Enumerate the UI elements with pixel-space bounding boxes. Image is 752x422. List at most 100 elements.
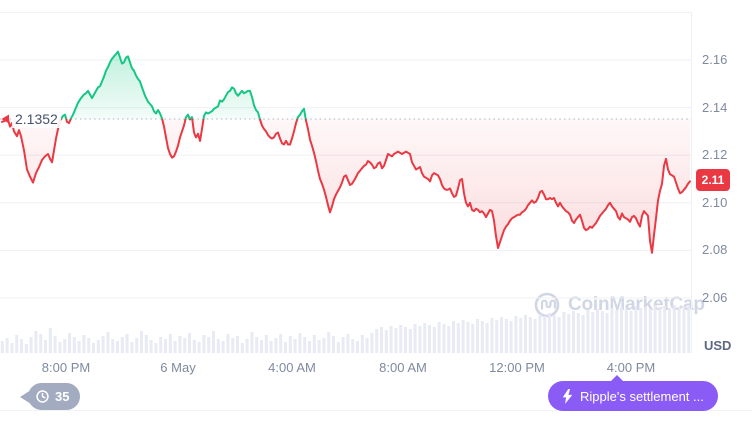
volume-bar — [576, 313, 580, 353]
volume-bar — [605, 313, 609, 353]
volume-bar — [202, 335, 206, 353]
volume-bar — [72, 337, 76, 353]
volume-bar — [250, 332, 254, 353]
volume-bar — [212, 331, 215, 353]
volume-bar — [437, 322, 441, 353]
news-annotation-button[interactable]: Ripple's settlement ... — [548, 375, 718, 411]
volume-bar — [125, 334, 129, 353]
volume-bar — [207, 337, 211, 353]
area-fill-down — [2, 119, 690, 253]
volume-bar — [562, 312, 566, 353]
volume-bar — [120, 337, 124, 353]
volume-bar — [653, 305, 657, 353]
volume-bar — [140, 331, 143, 353]
volume-bar — [197, 342, 201, 353]
volume-bar — [591, 312, 595, 353]
events-badge-pill: 35 — [28, 383, 81, 410]
volume-bar — [447, 326, 451, 353]
volume-bar — [360, 335, 364, 353]
volume-bar — [423, 323, 427, 353]
volume-bar — [101, 336, 105, 353]
volume-bar — [173, 341, 177, 353]
volume-bar — [380, 327, 383, 353]
volume-bar — [389, 326, 393, 353]
volume-bar — [672, 305, 676, 353]
volume-bar — [332, 336, 335, 353]
volume-bar — [149, 340, 153, 353]
volume-bar — [34, 331, 38, 353]
volume-bar — [269, 341, 273, 353]
volume-bar — [490, 318, 494, 353]
volume-bar — [221, 341, 225, 353]
volume-bar — [264, 335, 268, 353]
volume-bar — [428, 325, 431, 353]
baseline-left-marker — [1, 114, 9, 124]
volume-bar — [471, 324, 475, 353]
area-fill-up — [2, 51, 690, 120]
volume-bar — [567, 314, 571, 353]
volume-bar — [485, 323, 489, 353]
volume-bar — [24, 344, 28, 353]
volume-bar — [29, 337, 33, 353]
volume-bar — [356, 341, 359, 353]
volume-bar — [442, 324, 446, 353]
volume-bar — [663, 306, 667, 353]
volume-bar — [668, 308, 671, 353]
volume-bar — [514, 316, 518, 353]
volume-bar — [274, 338, 278, 353]
volume-bar — [677, 307, 681, 353]
volume-bar — [600, 311, 604, 353]
volume-bar — [298, 333, 302, 353]
volume-bar — [336, 342, 340, 353]
volume-bar — [644, 307, 647, 353]
volume-bar — [168, 334, 172, 353]
volume-bar — [596, 309, 599, 353]
volume-bar — [629, 311, 633, 353]
volume-bar — [658, 307, 662, 353]
volume-bar — [293, 339, 297, 353]
volume-bar — [231, 338, 235, 353]
volume-bar — [15, 335, 19, 353]
events-count: 35 — [55, 389, 70, 404]
price-line-down — [1, 119, 691, 254]
volume-bar — [375, 329, 379, 353]
volume-bar — [63, 339, 67, 353]
volume-bar — [111, 339, 115, 353]
volume-bar — [44, 340, 47, 353]
volume-bar — [96, 340, 100, 353]
volume-bar — [408, 329, 412, 353]
volume-bar — [92, 343, 95, 353]
volume-bar — [317, 340, 321, 353]
volume-bar — [452, 321, 455, 353]
volume-bar — [284, 342, 287, 353]
volume-bar — [236, 336, 239, 353]
volume-bar — [456, 323, 460, 353]
volume-bar — [82, 335, 86, 353]
volume-bar — [581, 315, 585, 353]
volume-bar — [188, 333, 191, 353]
volume-bar — [480, 321, 484, 353]
volume-bar — [10, 343, 14, 353]
volume-bar — [548, 313, 551, 353]
volume-bar — [543, 316, 547, 353]
volume-bar — [500, 317, 503, 353]
volume-bar — [216, 339, 220, 353]
volume-bar — [183, 338, 187, 353]
volume-bar — [130, 342, 134, 353]
volume-bar — [370, 333, 374, 353]
volume-bar — [20, 339, 23, 353]
volume-bar — [495, 320, 499, 353]
volume-bar — [509, 321, 513, 353]
events-count-badge[interactable]: 35 — [20, 383, 81, 410]
volume-bar — [53, 336, 57, 353]
volume-bar — [154, 343, 158, 353]
volume-bar — [384, 330, 388, 353]
volume-bar — [610, 308, 614, 353]
volume-bar — [524, 315, 527, 353]
volume-bar — [572, 311, 575, 353]
volume-bar — [240, 343, 244, 353]
volume-bar — [615, 310, 619, 353]
volume-bar — [413, 324, 417, 353]
volume-bar — [634, 306, 638, 353]
